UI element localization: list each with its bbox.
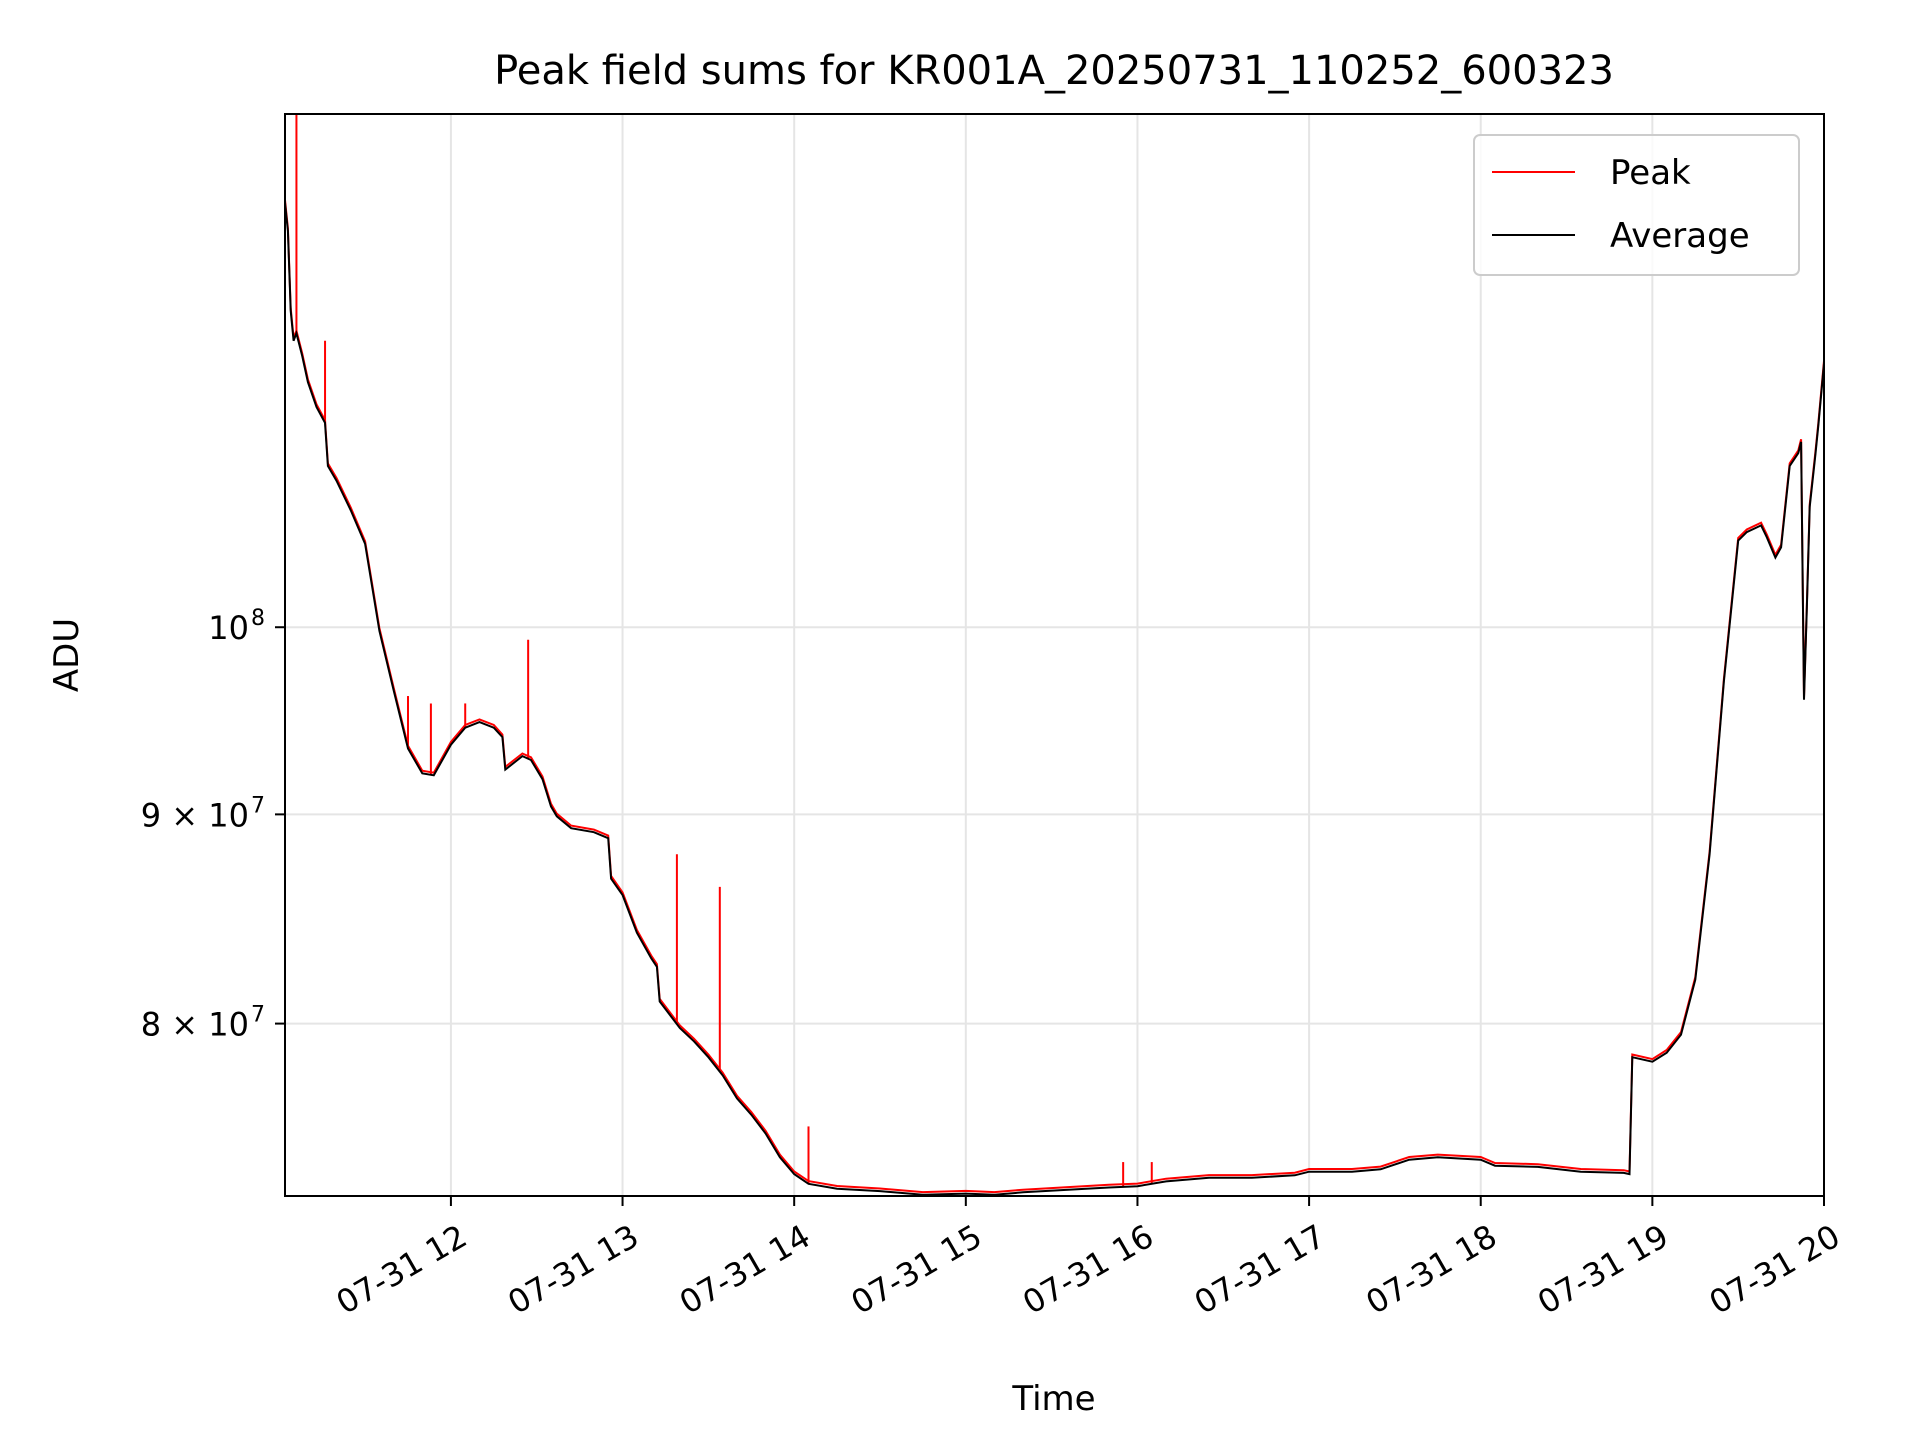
y-tick-label: 8 × 10 (141, 1006, 249, 1044)
legend-box (1473, 134, 1800, 276)
y-tick-exponent: 7 (251, 1003, 265, 1028)
y-tick-exponent: 8 (251, 606, 265, 631)
plot-area (284, 114, 1825, 1196)
y-tick-label: 9 × 10 (141, 796, 249, 834)
legend-average-label: Average (1610, 216, 1750, 256)
y-tick-base: 10 (208, 609, 249, 647)
plot-frame (284, 113, 1825, 1197)
legend: Peak Average (1473, 134, 1800, 276)
chart-title: Peak field sums for KR001A_20250731_1102… (494, 48, 1614, 94)
y-axis-label: ADU (47, 618, 87, 692)
y-tick-label: 10 (208, 609, 249, 647)
y-tick-exponent: 7 (251, 793, 265, 818)
x-axis-label: Time (1011, 1379, 1095, 1419)
legend-peak-label: Peak (1610, 153, 1691, 193)
average-series-line (284, 202, 1825, 1196)
y-tick-base: 9 × 10 (141, 796, 249, 834)
y-tick-base: 8 × 10 (141, 1006, 249, 1044)
